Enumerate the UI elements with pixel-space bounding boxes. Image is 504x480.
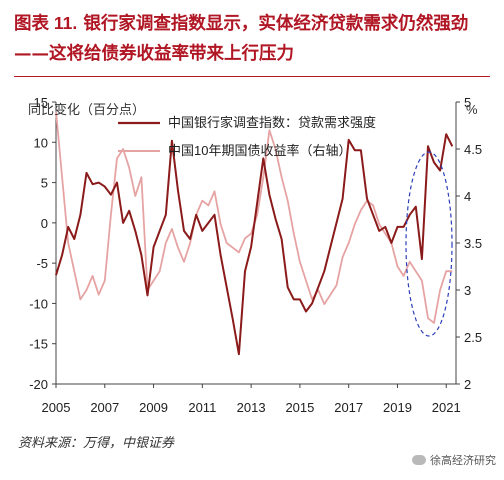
x-tick-label: 2017 bbox=[334, 400, 363, 415]
y-right-tick-label: 3.5 bbox=[464, 236, 482, 251]
y-left-tick-label: 15 bbox=[34, 95, 48, 110]
y-right-tick-label: 2.5 bbox=[464, 330, 482, 345]
chart-title: 图表 11. 银行家调查指数显示，实体经济贷款需求仍然强劲——这将给债券收益率带… bbox=[14, 8, 500, 69]
x-tick-label: 2021 bbox=[432, 400, 461, 415]
y-right-tick-label: 3 bbox=[464, 283, 471, 298]
y-right-tick-label: 2 bbox=[464, 377, 471, 392]
y-axis-left-label: 同比变化（百分点） bbox=[28, 102, 145, 117]
watermark: 徐高经济研究 bbox=[412, 452, 496, 468]
legend-label: 中国10年期国债收益率（右轴） bbox=[168, 143, 351, 158]
x-tick-label: 2005 bbox=[42, 400, 71, 415]
y-right-tick-label: 5 bbox=[464, 95, 471, 110]
source-note: 资料来源：万得，中银证券 bbox=[18, 436, 175, 451]
y-left-tick-label: 10 bbox=[34, 135, 48, 150]
y-right-tick-label: 4.5 bbox=[464, 142, 482, 157]
y-left-tick-label: -5 bbox=[36, 256, 48, 271]
x-tick-label: 2011 bbox=[188, 400, 216, 415]
figure-title-text: 银行家调查指数显示，实体经济贷款需求仍然强劲——这将给债券收益率带来上行压力 bbox=[14, 14, 469, 64]
y-left-tick-label: -10 bbox=[29, 296, 48, 311]
figure-number: 图表 11. bbox=[14, 13, 78, 33]
y-left-tick-label: -15 bbox=[29, 337, 48, 352]
y-right-tick-label: 4 bbox=[464, 189, 471, 204]
watermark-text: 徐高经济研究 bbox=[430, 454, 496, 467]
title-underline bbox=[14, 76, 490, 77]
wechat-icon bbox=[412, 455, 426, 465]
x-tick-label: 2013 bbox=[237, 400, 266, 415]
axes-layer: 2005 2007 2009 2011 2013 2015 2017 2019 2021-20-… bbox=[29, 95, 482, 415]
x-tick-label: 2019 bbox=[383, 400, 412, 415]
x-tick-label: 2009 bbox=[139, 400, 168, 415]
y-axis-right-label: % bbox=[466, 102, 478, 117]
y-left-tick-label: -20 bbox=[29, 377, 48, 392]
dual-axis-line-chart: 2005 2007 2009 2011 2013 2015 2017 2019 2021-20-… bbox=[28, 95, 482, 415]
series-loan-demand-line bbox=[55, 133, 454, 356]
highlight-ellipse bbox=[405, 151, 453, 337]
x-tick-label: 2007 bbox=[90, 400, 119, 415]
legend-label: 中国银行家调查指数：贷款需求强度 bbox=[168, 115, 376, 130]
y-left-tick-label: 0 bbox=[41, 216, 48, 231]
y-left-tick-label: 5 bbox=[41, 176, 48, 191]
x-tick-label: 2015 bbox=[285, 400, 314, 415]
